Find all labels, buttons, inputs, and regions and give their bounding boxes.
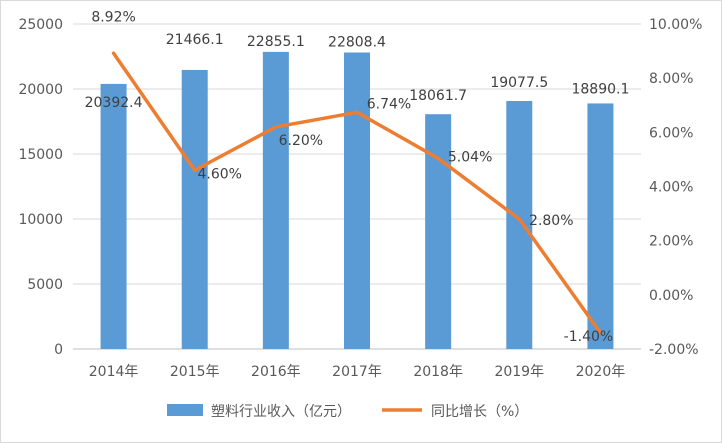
x-axis-tick-label: 2020年 xyxy=(576,364,626,380)
legend-swatch-bar xyxy=(167,404,203,416)
left-axis-tick-label: 20000 xyxy=(18,82,63,98)
bar-data-label: 18061.7 xyxy=(409,88,467,104)
line-data-label: 4.60% xyxy=(197,166,241,182)
x-axis-tick-label: 2015年 xyxy=(170,364,220,380)
right-axis-tick-label: 8.00% xyxy=(649,71,693,87)
line-data-label: -1.40% xyxy=(564,329,614,345)
x-axis-tick-label: 2017年 xyxy=(332,364,382,380)
x-axis-tick-label: 2016年 xyxy=(251,364,301,380)
bar xyxy=(344,52,370,350)
bar-data-label: 20392.4 xyxy=(85,95,143,111)
left-axis-tick-label: 25000 xyxy=(18,17,63,33)
bar xyxy=(262,51,289,350)
line-data-label: 8.92% xyxy=(91,9,135,25)
bar-data-label: 19077.5 xyxy=(490,75,548,91)
x-axis-tick-label: 2019年 xyxy=(494,364,544,380)
line-series xyxy=(111,51,603,335)
bar xyxy=(506,100,533,350)
right-axis-tick-label: 10.00% xyxy=(649,17,702,33)
left-axis-tick-label: 0 xyxy=(54,342,63,358)
line-data-label: 6.20% xyxy=(279,133,323,149)
right-axis-tick-label: -2.00% xyxy=(649,342,699,358)
line-data-label: 6.74% xyxy=(367,96,411,112)
right-axis-tick-label: 2.00% xyxy=(649,234,693,250)
right-axis-tick-label: 0.00% xyxy=(649,288,693,304)
left-axis-tick-label: 5000 xyxy=(27,277,63,293)
legend-label: 塑料行业收入（亿元） xyxy=(211,404,351,420)
line-data-label: 5.04% xyxy=(448,149,492,165)
right-axis-tick-label: 4.00% xyxy=(649,180,693,196)
x-axis-tick-label: 2014年 xyxy=(89,364,139,380)
bar xyxy=(587,103,614,349)
bar-data-label: 22855.1 xyxy=(247,34,305,50)
bar-data-label: 22808.4 xyxy=(328,34,386,50)
line-data-label: 2.80% xyxy=(529,213,573,229)
x-axis-tick-label: 2018年 xyxy=(413,364,463,380)
right-axis-tick-label: 6.00% xyxy=(649,125,693,141)
bar xyxy=(181,69,208,349)
legend-label: 同比增长（%） xyxy=(431,404,528,420)
left-axis-tick-label: 15000 xyxy=(18,147,63,163)
left-axis-tick-label: 10000 xyxy=(18,212,63,228)
bar xyxy=(100,83,127,349)
bar-data-label: 21466.1 xyxy=(166,32,224,48)
bar-data-label: 18890.1 xyxy=(571,81,629,97)
